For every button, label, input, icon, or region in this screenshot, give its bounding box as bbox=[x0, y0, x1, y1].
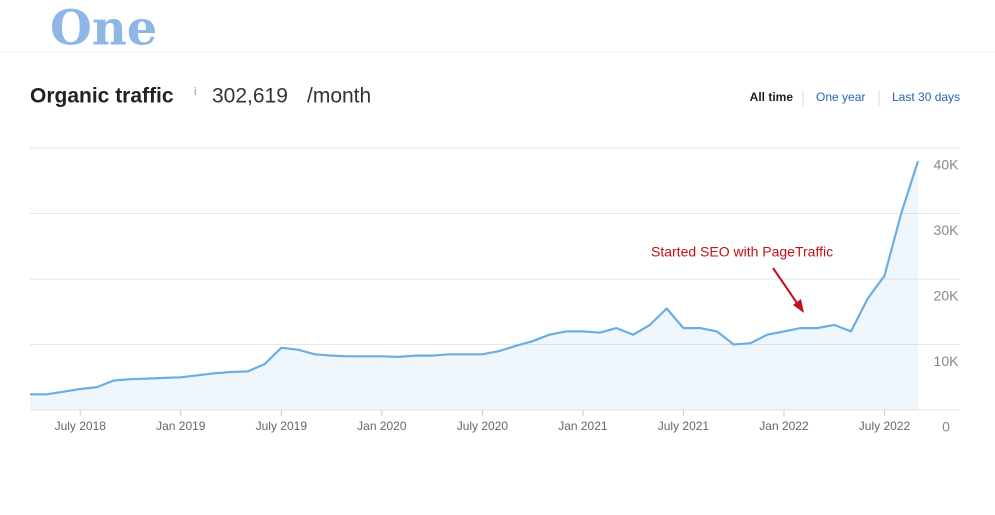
range-button[interactable]: All time bbox=[750, 90, 794, 104]
x-tick-label: July 2019 bbox=[256, 419, 308, 433]
x-tick-label: July 2020 bbox=[457, 419, 509, 433]
y-tick-label: 0 bbox=[942, 419, 950, 435]
x-tick-label: Jan 2022 bbox=[759, 419, 809, 433]
y-tick-label: 30K bbox=[934, 222, 960, 238]
annotation: Started SEO with PageTraffic bbox=[651, 244, 833, 260]
total-value: 302,619 bbox=[212, 85, 288, 108]
total-unit: /month bbox=[307, 85, 371, 108]
y-tick-label: 20K bbox=[934, 288, 960, 304]
y-tick-label: 40K bbox=[934, 157, 960, 173]
plot-area: 0 10K 20K 30K 40K July 2018 Jan 2019 July 2019 J… bbox=[30, 147, 960, 435]
chart-title: Organic traffic bbox=[30, 85, 174, 108]
annotation-arrow bbox=[772, 267, 800, 307]
y-tick-label: 10K bbox=[934, 353, 960, 369]
x-tick-label: July 2018 bbox=[55, 419, 107, 433]
brand-logo: One bbox=[50, 1, 157, 57]
area bbox=[30, 161, 918, 410]
arrow-head bbox=[793, 299, 804, 313]
x-tick-label: July 2022 bbox=[859, 419, 911, 433]
x-tick-label: Jan 2020 bbox=[357, 419, 407, 433]
x-tick-label: Jan 2019 bbox=[156, 419, 206, 433]
x-tick-label: July 2021 bbox=[658, 419, 710, 433]
range-button[interactable]: One year bbox=[816, 90, 865, 104]
x-tick-label: Jan 2021 bbox=[558, 419, 608, 433]
line bbox=[30, 160, 920, 396]
range-button[interactable]: Last 30 days bbox=[892, 90, 960, 104]
info-icon[interactable]: i bbox=[194, 86, 196, 98]
